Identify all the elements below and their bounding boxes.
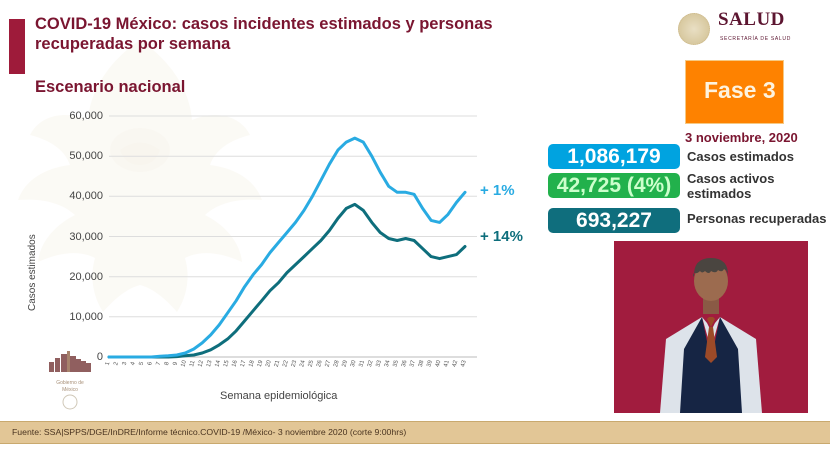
svg-text:17: 17 bbox=[240, 359, 248, 368]
svg-text:25: 25 bbox=[308, 359, 316, 368]
svg-text:1: 1 bbox=[105, 361, 112, 366]
svg-text:10,000: 10,000 bbox=[69, 311, 103, 323]
svg-text:9: 9 bbox=[173, 361, 180, 366]
svg-text:43: 43 bbox=[460, 359, 468, 368]
svg-text:23: 23 bbox=[291, 359, 299, 368]
svg-text:35: 35 bbox=[392, 359, 400, 368]
svg-text:18: 18 bbox=[248, 359, 256, 368]
svg-text:26: 26 bbox=[316, 359, 324, 368]
svg-text:15: 15 bbox=[223, 359, 231, 368]
svg-text:12: 12 bbox=[197, 359, 205, 368]
svg-text:0: 0 bbox=[97, 351, 103, 363]
svg-text:2: 2 bbox=[113, 361, 120, 366]
svg-text:+ 14%: + 14% bbox=[480, 228, 523, 245]
svg-text:40,000: 40,000 bbox=[69, 190, 103, 202]
svg-text:14: 14 bbox=[214, 359, 222, 368]
svg-text:41: 41 bbox=[443, 359, 451, 368]
svg-text:21: 21 bbox=[274, 359, 282, 368]
svg-text:30,000: 30,000 bbox=[69, 231, 103, 243]
svg-text:16: 16 bbox=[231, 359, 239, 368]
svg-text:39: 39 bbox=[426, 359, 434, 368]
svg-text:40: 40 bbox=[435, 359, 443, 368]
svg-text:5: 5 bbox=[139, 361, 146, 366]
svg-text:60,000: 60,000 bbox=[69, 110, 103, 122]
svg-text:6: 6 bbox=[147, 361, 154, 366]
svg-text:22: 22 bbox=[282, 359, 290, 368]
svg-text:42: 42 bbox=[452, 359, 460, 368]
svg-text:10: 10 bbox=[181, 359, 189, 368]
svg-text:34: 34 bbox=[384, 359, 392, 368]
svg-text:4: 4 bbox=[130, 361, 137, 366]
svg-text:32: 32 bbox=[367, 359, 375, 368]
svg-text:8: 8 bbox=[164, 361, 171, 366]
svg-text:28: 28 bbox=[333, 359, 341, 368]
svg-text:11: 11 bbox=[189, 359, 197, 367]
svg-text:24: 24 bbox=[299, 359, 307, 368]
svg-text:+ 1%: + 1% bbox=[480, 182, 515, 199]
svg-text:38: 38 bbox=[418, 359, 426, 368]
svg-text:29: 29 bbox=[342, 359, 350, 368]
svg-text:37: 37 bbox=[409, 359, 417, 368]
svg-text:20: 20 bbox=[265, 359, 273, 368]
svg-text:13: 13 bbox=[206, 359, 214, 368]
svg-text:20,000: 20,000 bbox=[69, 271, 103, 283]
svg-text:31: 31 bbox=[359, 359, 367, 368]
svg-text:36: 36 bbox=[401, 359, 409, 368]
svg-text:30: 30 bbox=[350, 359, 358, 368]
svg-text:3: 3 bbox=[122, 361, 129, 366]
svg-text:33: 33 bbox=[375, 359, 383, 368]
svg-text:50,000: 50,000 bbox=[69, 150, 103, 162]
svg-text:19: 19 bbox=[257, 359, 265, 368]
svg-text:7: 7 bbox=[156, 361, 163, 366]
svg-text:27: 27 bbox=[325, 359, 333, 368]
